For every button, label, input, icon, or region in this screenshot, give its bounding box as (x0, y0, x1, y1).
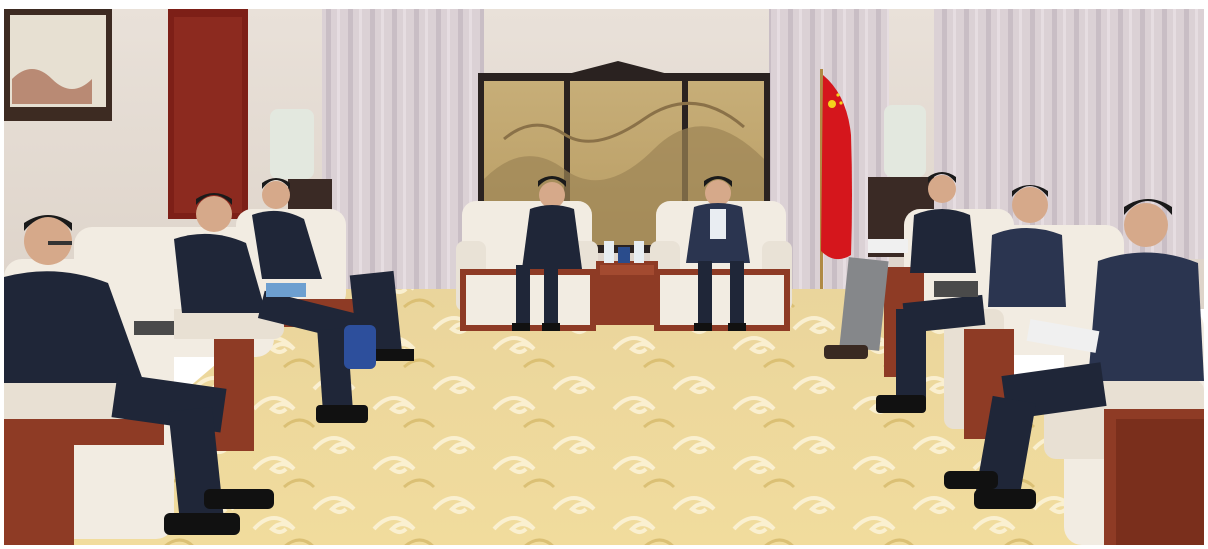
photo-canvas (4, 9, 1204, 545)
flag-star (828, 100, 836, 108)
glasses (48, 241, 72, 245)
person-left-middle (174, 193, 376, 423)
tea-cup (618, 247, 630, 263)
person-center-right (686, 176, 750, 331)
left-side-table (4, 429, 74, 545)
painting-crowd (12, 69, 92, 104)
flag-pole (820, 69, 823, 299)
screen-mountains (503, 101, 745, 143)
right-sofa-front (1044, 309, 1204, 545)
chinese-flag (821, 75, 852, 260)
person-right-back (824, 172, 976, 359)
water-bottle (604, 241, 614, 263)
screen-top-crest (564, 61, 672, 75)
held-folder (266, 283, 306, 297)
person-center-left (512, 176, 582, 331)
water-bottle (634, 241, 644, 263)
document (868, 239, 908, 253)
notebook (134, 321, 174, 335)
person-right-middle (876, 185, 1066, 413)
flag-star-small (839, 101, 843, 105)
flag-star-small (836, 93, 840, 97)
vase-left (270, 109, 314, 179)
meeting-room-photo (4, 9, 1204, 545)
person-left-front (4, 215, 274, 535)
document (1026, 319, 1100, 353)
person-right-front (944, 199, 1204, 509)
door-panel (174, 17, 242, 213)
blue-bag (344, 325, 376, 369)
vase-right (884, 105, 926, 177)
folder (934, 281, 978, 297)
table-top (600, 265, 654, 275)
